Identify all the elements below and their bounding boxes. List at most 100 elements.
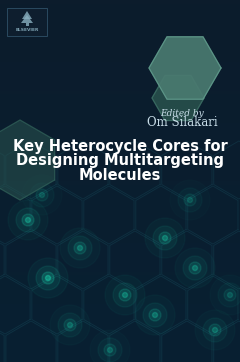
Bar xyxy=(0,40,240,44)
Bar xyxy=(0,130,240,134)
Bar xyxy=(0,351,240,355)
Bar xyxy=(0,243,240,247)
Bar xyxy=(0,355,240,359)
Bar xyxy=(0,80,240,84)
Text: Molecules: Molecules xyxy=(79,168,161,182)
Bar xyxy=(0,87,240,91)
Bar xyxy=(0,54,240,58)
Circle shape xyxy=(149,309,161,321)
Bar xyxy=(0,224,240,228)
Circle shape xyxy=(68,236,92,260)
Bar xyxy=(0,58,240,62)
Circle shape xyxy=(67,323,72,328)
Text: Designing Multitargeting: Designing Multitargeting xyxy=(16,153,224,168)
Circle shape xyxy=(25,218,30,223)
Bar xyxy=(0,177,240,181)
Bar xyxy=(0,134,240,138)
Polygon shape xyxy=(152,76,204,121)
Bar xyxy=(0,18,240,22)
Bar xyxy=(0,275,240,279)
Bar xyxy=(0,94,240,98)
Bar xyxy=(0,322,240,326)
Circle shape xyxy=(152,312,157,317)
Bar xyxy=(0,83,240,87)
Bar xyxy=(0,239,240,243)
Bar xyxy=(0,264,240,268)
Circle shape xyxy=(119,289,131,301)
Bar xyxy=(0,333,240,337)
Bar xyxy=(0,148,240,152)
Circle shape xyxy=(16,208,40,232)
Bar xyxy=(0,69,240,73)
Bar xyxy=(0,43,240,47)
Bar xyxy=(0,76,240,80)
Polygon shape xyxy=(0,120,55,200)
Circle shape xyxy=(40,193,44,198)
Bar xyxy=(0,326,240,330)
Bar xyxy=(0,304,240,308)
Polygon shape xyxy=(22,11,32,19)
Bar xyxy=(0,217,240,221)
Bar xyxy=(0,188,240,192)
Bar xyxy=(0,156,240,160)
Bar xyxy=(0,181,240,185)
Bar xyxy=(0,90,240,94)
Bar xyxy=(0,297,240,301)
Bar xyxy=(0,152,240,156)
Bar xyxy=(0,232,240,236)
Bar xyxy=(0,127,240,131)
Bar xyxy=(0,72,240,76)
Polygon shape xyxy=(21,15,33,23)
Bar xyxy=(0,319,240,323)
Bar xyxy=(0,358,240,362)
Bar xyxy=(0,33,240,37)
Bar xyxy=(0,62,240,66)
Bar xyxy=(0,253,240,257)
Bar xyxy=(0,0,240,4)
Bar xyxy=(0,246,240,250)
Bar xyxy=(0,109,240,113)
Circle shape xyxy=(228,292,233,298)
Bar xyxy=(0,116,240,120)
Bar xyxy=(0,250,240,254)
Circle shape xyxy=(153,226,177,250)
Bar xyxy=(0,138,240,142)
Bar xyxy=(0,123,240,127)
Bar xyxy=(0,163,240,167)
Bar xyxy=(0,261,240,265)
Circle shape xyxy=(184,194,196,206)
Circle shape xyxy=(187,198,192,202)
Circle shape xyxy=(159,232,171,244)
Bar xyxy=(0,105,240,109)
Circle shape xyxy=(209,324,221,336)
Circle shape xyxy=(104,344,116,356)
Circle shape xyxy=(192,265,198,270)
Bar xyxy=(0,185,240,189)
Bar xyxy=(0,282,240,286)
Bar xyxy=(0,141,240,145)
Bar xyxy=(0,235,240,239)
Bar xyxy=(0,98,240,102)
Bar xyxy=(0,167,240,171)
Bar xyxy=(0,308,240,312)
Bar xyxy=(0,145,240,149)
Bar xyxy=(0,22,240,26)
Bar xyxy=(0,112,240,116)
Circle shape xyxy=(113,283,137,307)
Bar xyxy=(0,170,240,174)
Bar xyxy=(0,4,240,8)
Bar xyxy=(0,221,240,225)
Text: ELSEVIER: ELSEVIER xyxy=(15,28,39,32)
Circle shape xyxy=(46,275,50,281)
Bar xyxy=(0,315,240,319)
Bar xyxy=(0,174,240,178)
Circle shape xyxy=(122,292,127,298)
Circle shape xyxy=(22,214,34,226)
Circle shape xyxy=(36,189,48,201)
Bar xyxy=(0,47,240,51)
Circle shape xyxy=(78,245,83,251)
Bar xyxy=(0,159,240,163)
Text: Om Silakari: Om Silakari xyxy=(147,117,217,130)
Bar xyxy=(0,344,240,348)
Bar xyxy=(0,206,240,210)
